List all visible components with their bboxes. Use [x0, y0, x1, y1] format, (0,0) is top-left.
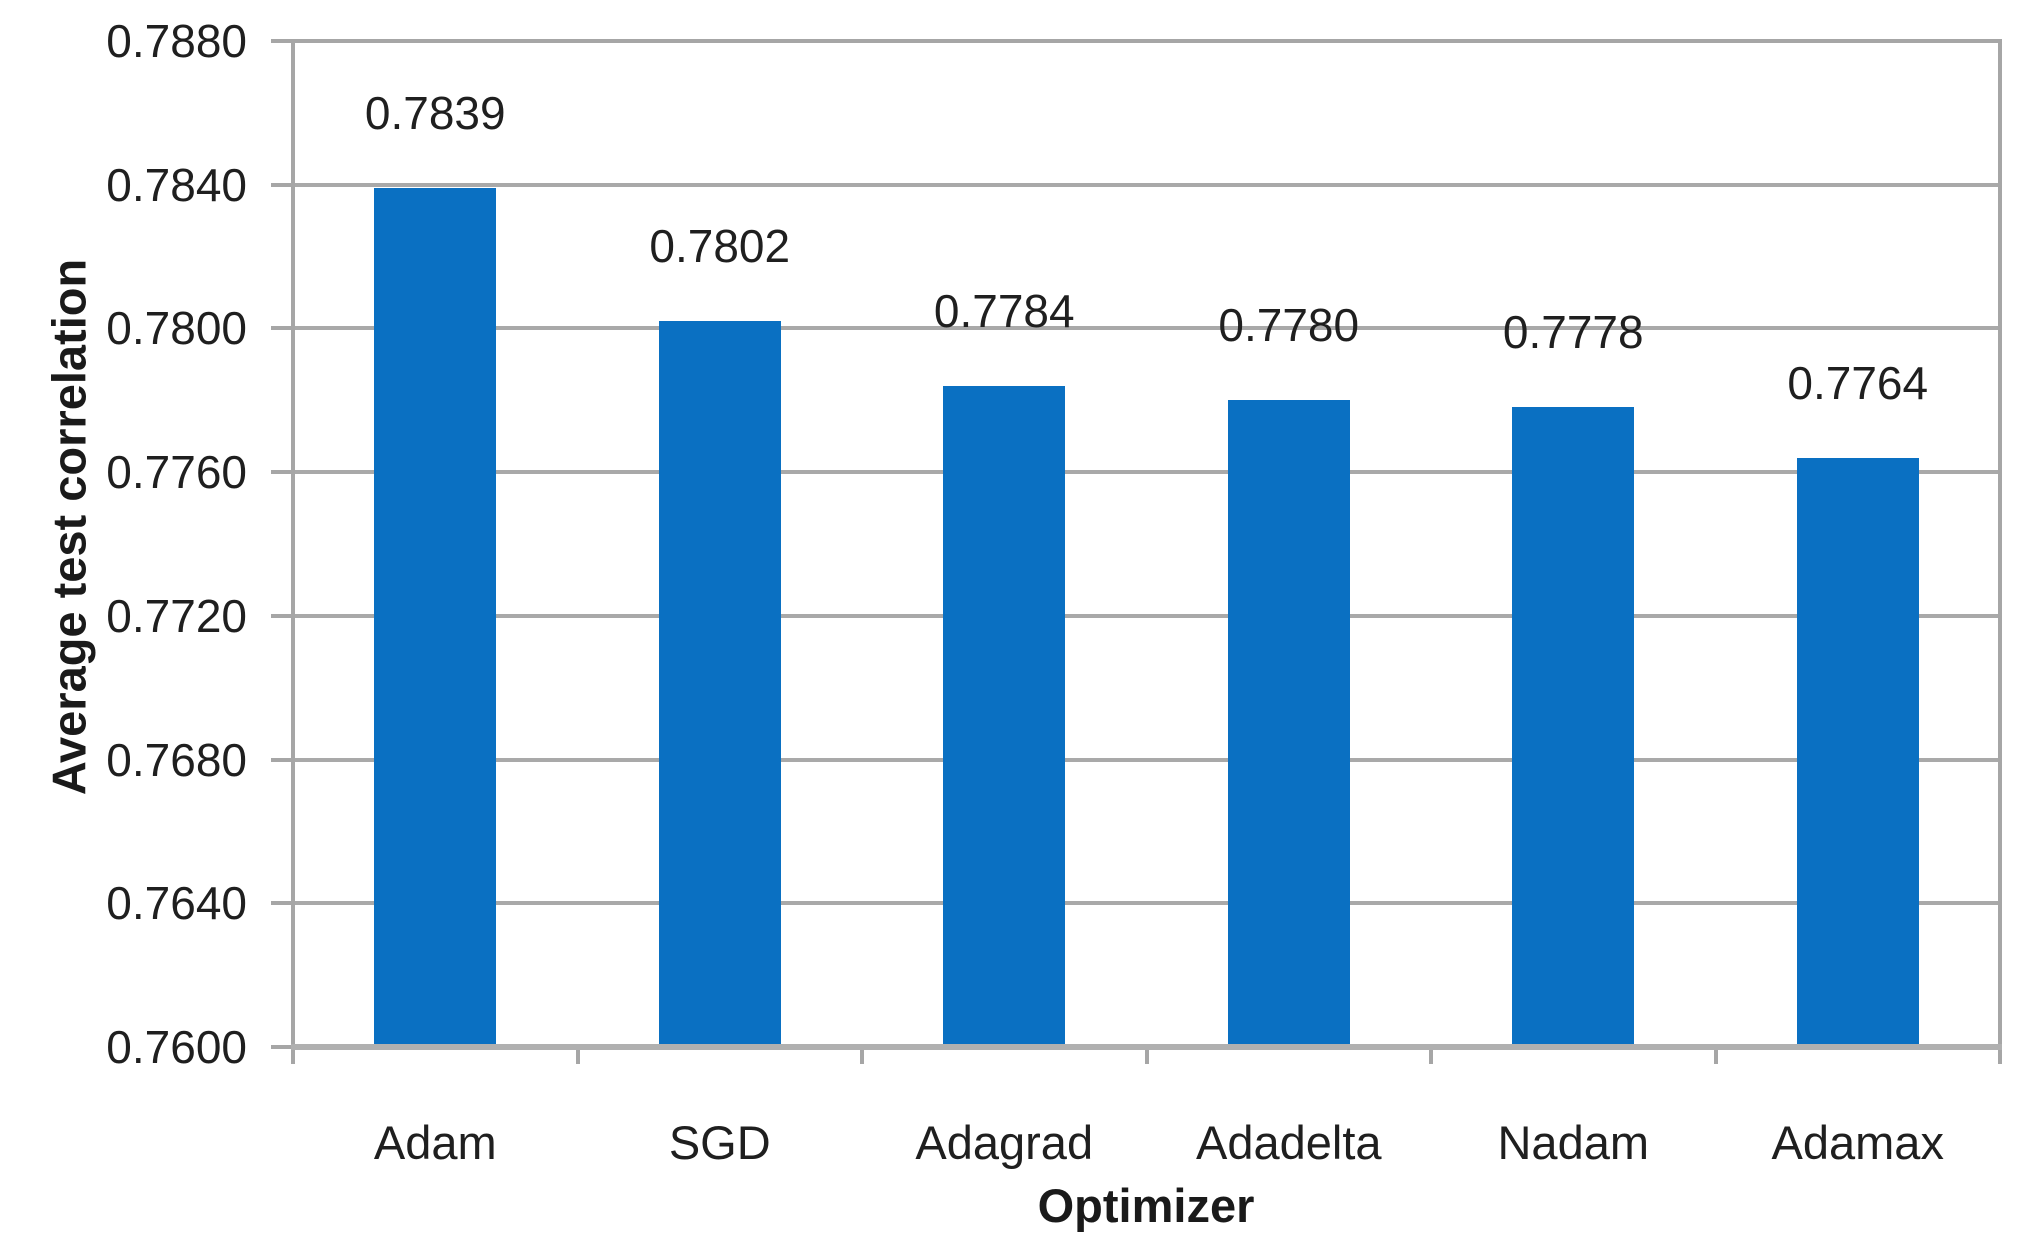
bar: [658, 321, 781, 1047]
x-tick-mark: [1144, 1045, 1149, 1064]
y-tick-mark: [271, 39, 293, 43]
x-tick-mark: [575, 1045, 580, 1064]
bar: [1512, 407, 1635, 1047]
gridline: [295, 470, 2000, 475]
x-tick-mark: [1429, 1045, 1433, 1064]
bar-value-label: 0.7764: [1787, 356, 1929, 409]
y-tick-label: 0.7600: [106, 1021, 247, 1073]
bar: [943, 385, 1066, 1047]
bar: [1227, 400, 1350, 1047]
x-tick-mark: [860, 1045, 864, 1064]
x-tick-label: Nadam: [1497, 1116, 1649, 1169]
y-tick-mark: [271, 757, 293, 762]
bar-value-label: 0.7784: [933, 284, 1075, 337]
y-tick-mark: [271, 182, 293, 187]
bar-value-label: 0.7778: [1502, 306, 1644, 359]
x-tick-mark: [291, 1045, 295, 1064]
x-tick-label: Adagrad: [915, 1116, 1094, 1169]
x-axis-line: [291, 1044, 2002, 1050]
bar: [1796, 457, 1919, 1047]
y-tick-label: 0.7680: [106, 733, 247, 786]
y-tick-label: 0.7840: [106, 158, 247, 211]
x-tick-label: Adam: [373, 1116, 497, 1169]
gridline: [295, 182, 2000, 187]
y-tick-label: 0.7800: [106, 302, 247, 355]
gridline: [295, 613, 2000, 618]
plot-border-right: [1998, 39, 2002, 1049]
y-tick-label: 0.7720: [106, 589, 247, 642]
y-tick-mark: [271, 1045, 293, 1049]
bar-value-label: 0.7802: [649, 220, 791, 273]
gridline: [295, 901, 2000, 906]
x-axis-title: Optimizer: [1037, 1179, 1255, 1232]
y-axis-line: [291, 39, 295, 1049]
x-tick-mark: [1998, 1045, 2002, 1064]
y-tick-mark: [271, 901, 293, 906]
x-tick-mark: [1713, 1045, 1718, 1064]
y-tick-label: 0.7760: [106, 446, 247, 499]
x-tick-label: Adamax: [1771, 1116, 1944, 1169]
y-tick-mark: [271, 326, 293, 331]
x-tick-label: SGD: [668, 1116, 771, 1169]
y-tick-mark: [271, 470, 293, 475]
y-tick-label: 0.7880: [106, 15, 247, 67]
gridline: [295, 326, 2000, 331]
bar-value-label: 0.7780: [1218, 299, 1360, 352]
plot-border-top: [291, 39, 2002, 43]
bar-value-label: 0.7839: [364, 87, 506, 140]
y-tick-label: 0.7640: [106, 877, 247, 930]
y-tick-mark: [271, 613, 293, 618]
bar: [374, 188, 497, 1047]
gridline: [295, 757, 2000, 762]
x-tick-label: Adadelta: [1195, 1116, 1382, 1169]
